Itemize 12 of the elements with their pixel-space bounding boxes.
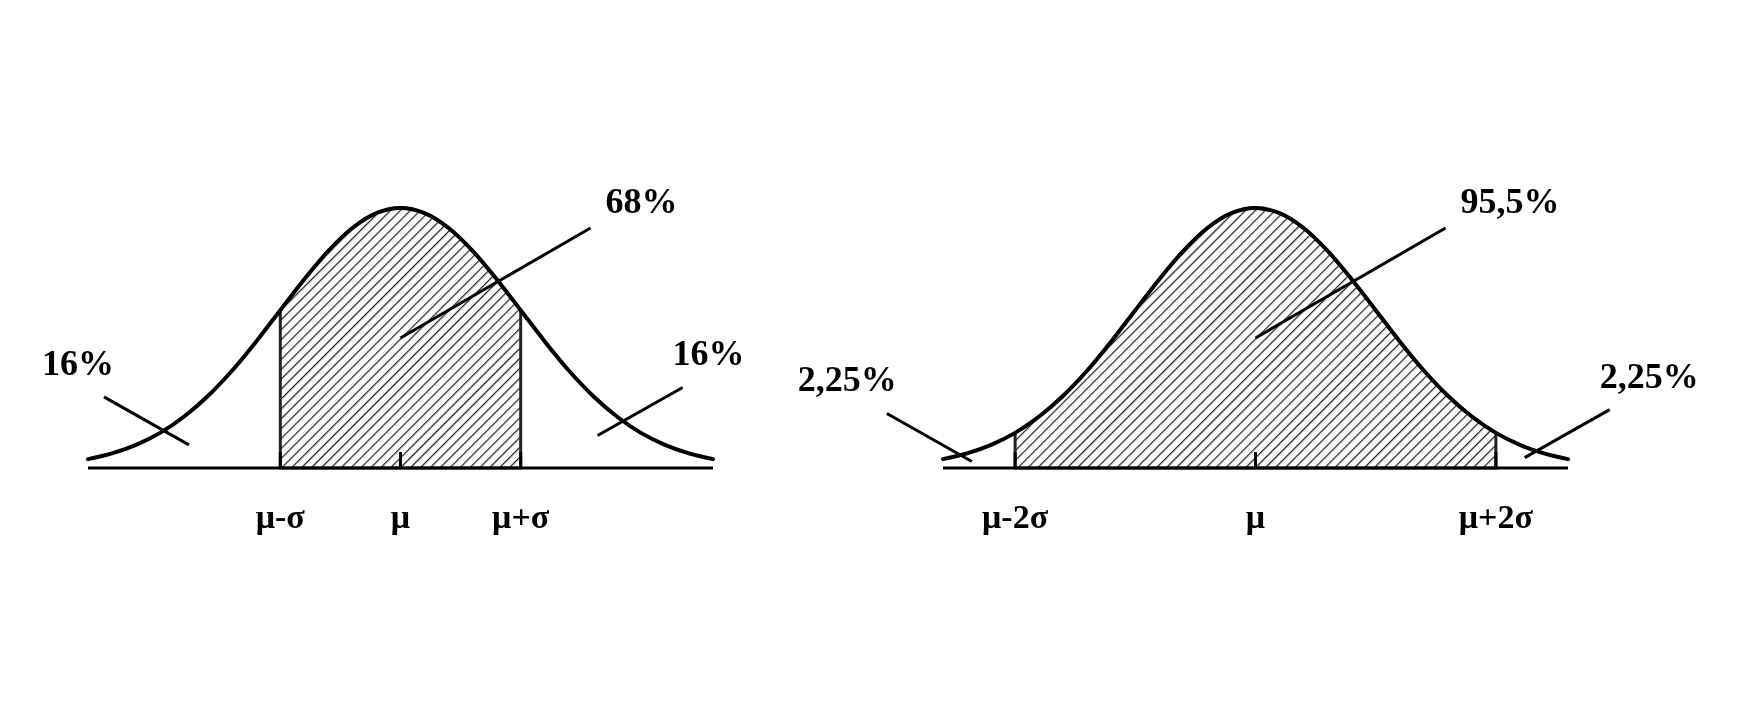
x-tick-label: μ (1245, 498, 1266, 535)
text: 2,25% (1599, 355, 1699, 396)
x-tick-label: μ-σ (255, 498, 306, 535)
annotation: 16% (41, 342, 114, 383)
x-tick-label: μ+σ (492, 498, 550, 535)
x-tick-label: μ+2σ (1458, 498, 1534, 535)
x-tick-label: μ-2σ (982, 498, 1049, 535)
x-tick-label: μ (390, 498, 411, 535)
annotation: 95,5% (1460, 181, 1560, 221)
text: 2,25% (797, 359, 897, 400)
annotation: 68% (605, 181, 678, 221)
annotation: 16% (672, 333, 745, 374)
